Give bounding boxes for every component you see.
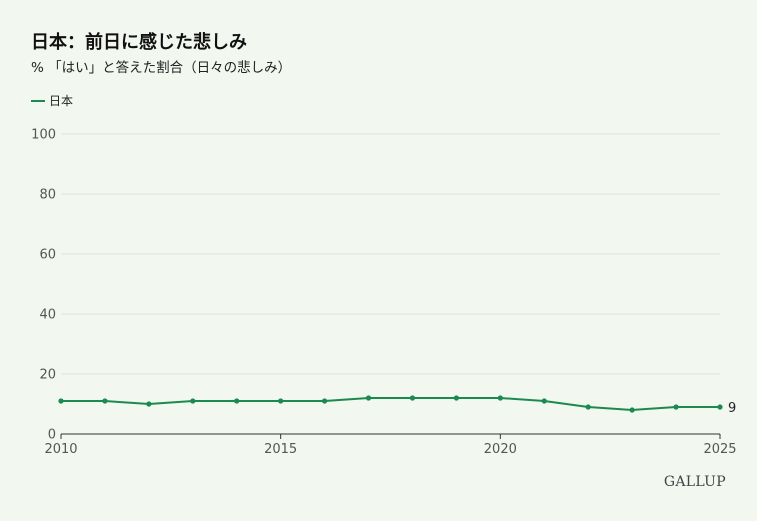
y-tick-label: 20 — [39, 368, 56, 383]
legend-swatch — [31, 99, 45, 102]
y-tick-label: 40 — [39, 308, 56, 323]
series-line — [61, 397, 720, 411]
data-point — [102, 398, 108, 404]
y-tick-label: 100 — [31, 128, 56, 143]
data-point — [629, 407, 635, 413]
data-point — [673, 404, 679, 410]
data-point — [365, 395, 372, 401]
legend: 日本 — [31, 92, 73, 109]
data-point — [497, 395, 503, 401]
x-tick-label: 2025 — [703, 442, 736, 457]
data-point — [541, 398, 547, 404]
data-point — [146, 401, 152, 407]
chart-title: 日本：前日に感じた悲しみ — [31, 32, 247, 53]
gallup-logo: GALLUP — [663, 474, 726, 490]
data-point — [322, 398, 328, 404]
data-point — [190, 398, 196, 404]
y-tick-label: 80 — [39, 188, 56, 203]
y-tick-label: 60 — [39, 248, 56, 263]
x-tick-label: 2010 — [44, 442, 77, 457]
data-point — [585, 404, 591, 410]
data-point — [278, 398, 284, 404]
data-point — [453, 395, 459, 401]
data-point — [409, 395, 416, 401]
end-value-label: 9 — [728, 401, 736, 416]
legend-label: 日本 — [49, 94, 74, 108]
data-point — [234, 398, 240, 404]
x-tick-label: 2015 — [264, 442, 297, 457]
data-point — [717, 404, 723, 410]
chart-subtitle: % 「はい」と答えた割合（日々の悲しみ） — [31, 60, 292, 76]
x-tick-label: 2020 — [484, 442, 517, 457]
y-tick-label: 0 — [48, 428, 56, 443]
data-point — [58, 398, 64, 404]
